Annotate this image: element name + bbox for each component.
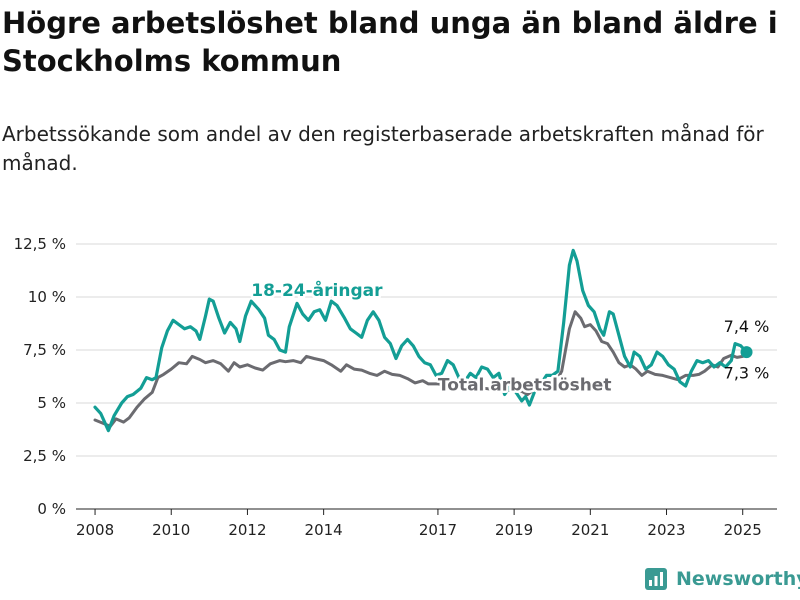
- youth-unemployment-line: [93, 248, 749, 433]
- total-series-label-halo: Total arbetslöshet: [438, 375, 612, 395]
- y-tick-label: 5 %: [37, 394, 66, 412]
- x-tick-label: 2010: [152, 521, 190, 539]
- chart-title: Högre arbetslöshet bland unga än bland ä…: [2, 6, 778, 78]
- brand-name: Newsworthy: [676, 568, 800, 590]
- total-series-label: Total arbetslöshet: [438, 375, 612, 395]
- youth-last-value-label: 7,4 %: [724, 317, 770, 336]
- y-tick-label: 12,5 %: [14, 235, 66, 253]
- chart-subtitle: Arbetssökande som andel av den registerb…: [2, 122, 764, 175]
- y-tick-label: 0 %: [37, 500, 66, 518]
- x-tick-label: 2023: [647, 521, 685, 539]
- x-tick-label: 2025: [724, 521, 762, 539]
- series-lines: [93, 248, 753, 433]
- x-tick-label: 2019: [495, 521, 533, 539]
- youth-series-label-halo: 18-24-åringar: [251, 279, 383, 301]
- youth-end-point: [740, 346, 753, 359]
- x-tick-label: 2012: [228, 521, 266, 539]
- x-tick-label: 2021: [571, 521, 609, 539]
- total-unemployment-line: [93, 310, 748, 428]
- x-tick-label: 2014: [305, 521, 343, 539]
- x-tick-label: 2017: [419, 521, 457, 539]
- y-axis: 0 % 2,5 % 5 % 7,5 % 10 % 12,5 %: [14, 235, 66, 518]
- total-last-value-label: 7,3 %: [724, 364, 770, 383]
- youth-series-label: 18-24-åringar: [251, 279, 383, 301]
- x-tick-label: 2008: [76, 521, 114, 539]
- y-tick-label: 2,5 %: [23, 447, 66, 465]
- bar-chart-logo-icon: [645, 568, 667, 590]
- x-axis: 2008 2010 2012 2014 2017 2019 2021 2023 2025: [76, 509, 762, 539]
- y-tick-label: 10 %: [28, 288, 66, 306]
- y-tick-label: 7,5 %: [23, 341, 66, 359]
- newsworthy-logo: Newsworthy: [645, 568, 800, 590]
- grid-lines: [76, 243, 777, 510]
